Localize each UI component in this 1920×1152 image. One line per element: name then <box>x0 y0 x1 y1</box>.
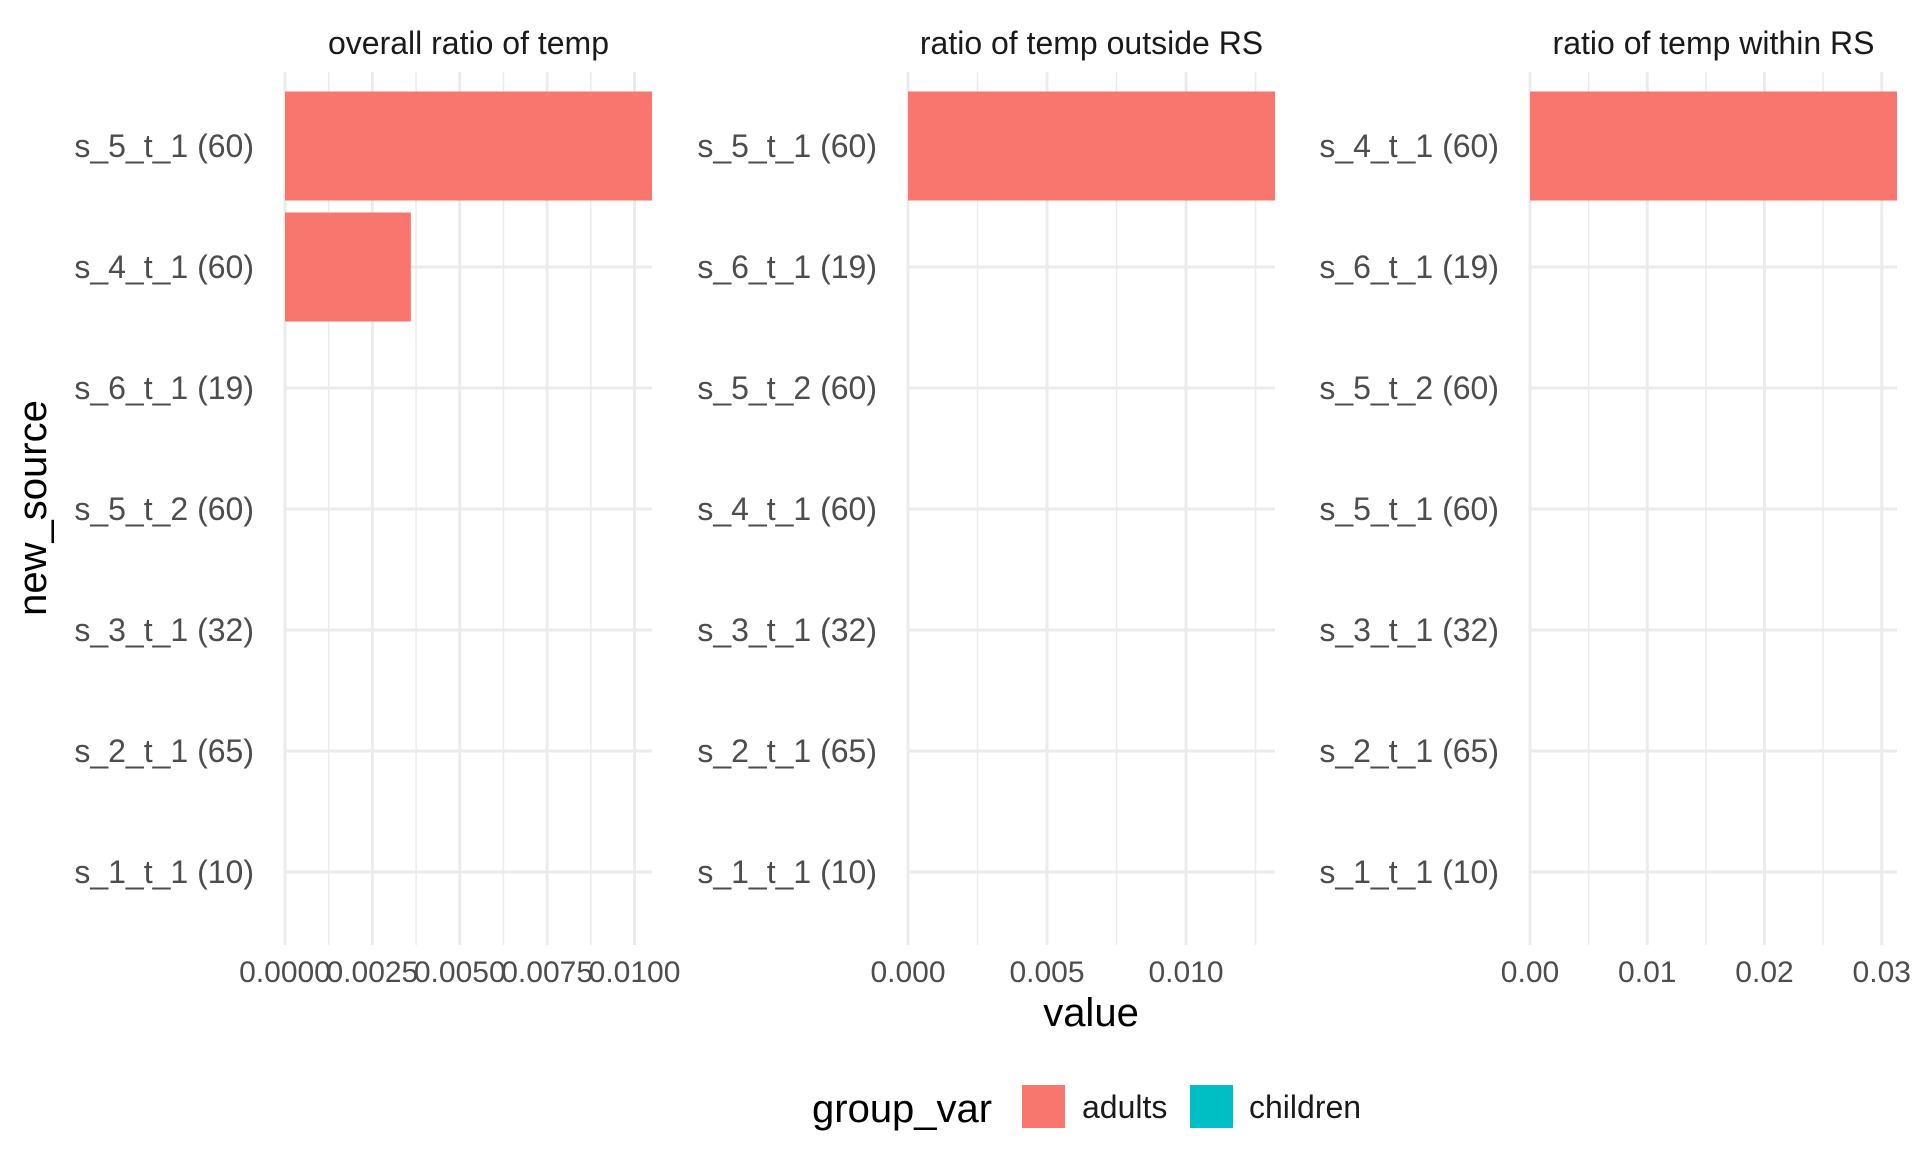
x-tick-label: 0.0050 <box>414 956 506 989</box>
y-tick-label: s_2_t_1 (65) <box>74 733 254 769</box>
y-tick-label: s_5_t_1 (60) <box>1319 491 1499 527</box>
x-tick-label: 0.0100 <box>589 956 681 989</box>
y-tick-label: s_6_t_1 (19) <box>74 370 254 406</box>
x-tick-label: 0.01 <box>1618 956 1676 989</box>
x-tick-label: 0.0075 <box>501 956 593 989</box>
facet-panel-1: s_5_t_1 (60) s_4_t_1 (60) s_6_t_1 (19) s_5_… <box>74 25 680 989</box>
bar <box>285 91 652 201</box>
x-axis-title: value <box>1043 991 1139 1035</box>
x-tick-label: 0.02 <box>1735 956 1793 989</box>
legend-label-adults: adults <box>1082 1089 1167 1125</box>
x-tick-label: 0.0025 <box>326 956 418 989</box>
y-tick-label: s_4_t_1 (60) <box>697 491 877 527</box>
bar <box>1530 91 1897 201</box>
facet-strip-title: ratio of temp outside RS <box>920 25 1263 61</box>
bar <box>285 212 411 322</box>
legend: group_var adults children <box>812 1085 1361 1131</box>
gridlines <box>1528 72 1897 945</box>
facet-strip-title: ratio of temp within RS <box>1553 25 1875 61</box>
y-tick-label: s_2_t_1 (65) <box>1319 733 1499 769</box>
y-tick-label: s_1_t_1 (10) <box>1319 854 1499 890</box>
facet-strip-title: overall ratio of temp <box>328 25 609 61</box>
gridlines <box>283 72 652 945</box>
y-tick-label: s_3_t_1 (32) <box>1319 612 1499 648</box>
y-tick-label: s_4_t_1 (60) <box>74 249 254 285</box>
y-tick-label: s_6_t_1 (19) <box>1319 249 1499 285</box>
y-tick-label: s_5_t_1 (60) <box>697 128 877 164</box>
y-tick-label: s_4_t_1 (60) <box>1319 128 1499 164</box>
legend-key-adults <box>1022 1085 1065 1128</box>
gridlines <box>906 72 1275 945</box>
facet-panels: s_5_t_1 (60)s_4_t_1 (60)s_6_t_1 (19)s_5_… <box>74 25 1911 989</box>
y-tick-label: s_6_t_1 (19) <box>697 249 877 285</box>
y-tick-label: s_5_t_2 (60) <box>1319 370 1499 406</box>
y-tick-label: s_5_t_2 (60) <box>697 370 877 406</box>
legend-label-children: children <box>1249 1089 1361 1125</box>
y-tick-label: s_1_t_1 (10) <box>697 854 877 890</box>
bar <box>908 91 1275 201</box>
x-tick-label: 0.010 <box>1148 956 1223 989</box>
x-tick-label: 0.000 <box>870 956 945 989</box>
y-tick-label: s_1_t_1 (10) <box>74 854 254 890</box>
facet-panel-2: s_5_t_1 (60) s_6_t_1 (19) s_5_t_2 (60) s_4_… <box>697 25 1275 989</box>
legend-key-children <box>1190 1085 1233 1128</box>
y-axis-title: new_source <box>11 400 55 616</box>
x-tick-label: 0.00 <box>1501 956 1559 989</box>
facet-panel-3: s_4_t_1 (60) s_6_t_1 (19) s_5_t_2 (60) s_5_… <box>1319 25 1911 989</box>
legend-title: group_var <box>812 1087 992 1131</box>
y-tick-label: s_2_t_1 (65) <box>697 733 877 769</box>
y-tick-label: s_5_t_2 (60) <box>74 491 254 527</box>
y-tick-label: s_5_t_1 (60) <box>74 128 254 164</box>
y-tick-label: s_3_t_1 (32) <box>74 612 254 648</box>
x-tick-label: 0.0000 <box>239 956 331 989</box>
x-tick-label: 0.03 <box>1853 956 1911 989</box>
y-tick-label: s_3_t_1 (32) <box>697 612 877 648</box>
x-tick-label: 0.005 <box>1009 956 1084 989</box>
